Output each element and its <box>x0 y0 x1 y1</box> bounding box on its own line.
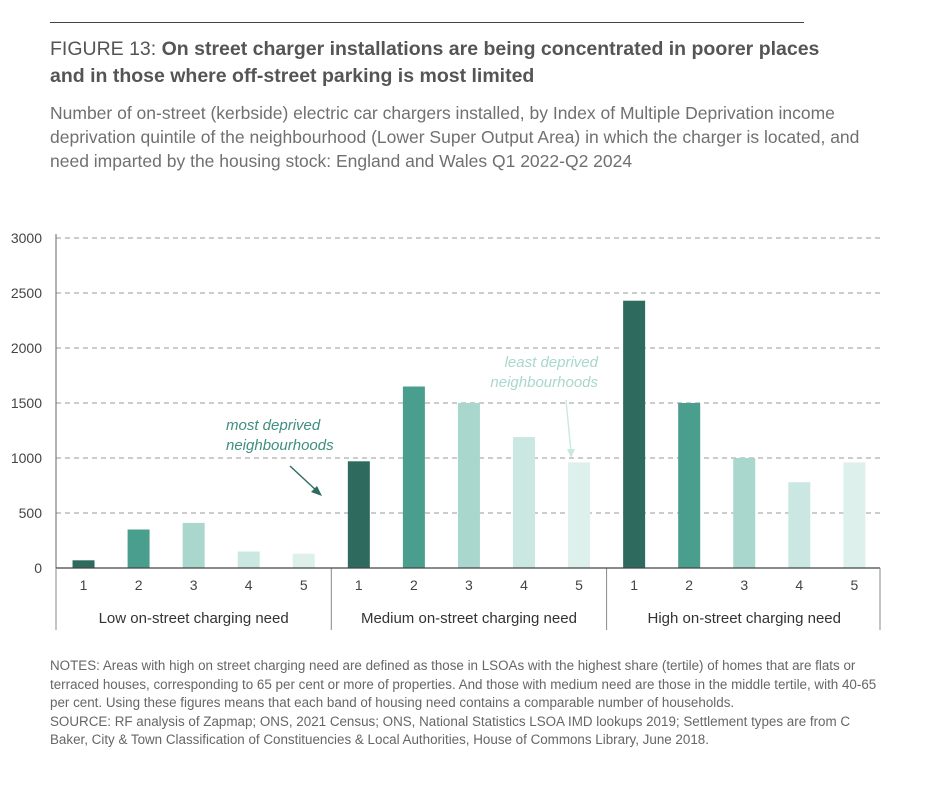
x-tick-label: 2 <box>410 577 418 593</box>
x-tick-label: 5 <box>850 577 858 593</box>
x-tick-label: 5 <box>300 577 308 593</box>
x-tick-label: 4 <box>520 577 528 593</box>
figure-title: FIGURE 13: On street charger installatio… <box>50 36 850 90</box>
bar <box>402 386 425 568</box>
y-tick-label: 3000 <box>11 230 42 246</box>
y-tick-label: 0 <box>34 560 42 576</box>
bar <box>568 462 591 568</box>
bar <box>72 560 95 568</box>
group-label: Medium on-street charging need <box>361 610 577 627</box>
group-label: High on-street charging need <box>648 610 841 627</box>
bar <box>678 403 701 568</box>
y-tick-label: 1500 <box>11 395 42 411</box>
bar <box>733 458 756 568</box>
annotation-arrowhead-most-deprived <box>311 486 322 496</box>
bar <box>513 437 536 568</box>
annotation-most-deprived-line2: neighbourhoods <box>226 437 334 454</box>
notes-text: NOTES: Areas with high on street chargin… <box>50 658 877 711</box>
bar <box>457 403 480 568</box>
x-tick-label: 5 <box>575 577 583 593</box>
x-tick-label: 3 <box>465 577 473 593</box>
annotation-arrowhead-least-deprived <box>567 449 575 458</box>
x-tick-label: 3 <box>740 577 748 593</box>
bar <box>347 461 370 568</box>
bar <box>237 551 260 568</box>
annotation-arrow-most-deprived <box>289 465 319 493</box>
x-tick-label: 4 <box>795 577 803 593</box>
figure-label: FIGURE 13: <box>50 38 162 60</box>
x-tick-label: 4 <box>245 577 253 593</box>
x-tick-label: 3 <box>190 577 198 593</box>
y-tick-label: 1000 <box>11 450 42 466</box>
source-text: SOURCE: RF analysis of Zapmap; ONS, 2021… <box>50 713 851 748</box>
annotation-most-deprived-line1: most deprived <box>226 417 321 434</box>
figure-title-text: On street charger installations are bein… <box>50 38 820 87</box>
x-tick-label: 1 <box>355 577 363 593</box>
top-rule <box>50 22 804 23</box>
y-tick-label: 2500 <box>11 285 42 301</box>
x-tick-label: 1 <box>80 577 88 593</box>
notes-block: NOTES: Areas with high on street chargin… <box>50 657 890 750</box>
bar <box>292 553 315 568</box>
bar <box>843 462 866 568</box>
x-tick-label: 2 <box>135 577 143 593</box>
bar <box>788 482 811 568</box>
x-tick-label: 1 <box>630 577 638 593</box>
y-tick-label: 2000 <box>11 340 42 356</box>
annotation-least-deprived-line1: least deprived <box>505 354 599 371</box>
y-tick-label: 500 <box>19 505 43 521</box>
x-tick-label: 2 <box>685 577 693 593</box>
bar <box>182 522 205 568</box>
annotation-arrow-least-deprived <box>565 399 572 453</box>
annotation-least-deprived-line2: neighbourhoods <box>490 374 598 391</box>
group-label: Low on-street charging need <box>99 610 289 627</box>
figure-subtitle: Number of on-street (kerbside) electric … <box>50 103 860 171</box>
bar <box>127 529 150 568</box>
bar <box>623 300 646 568</box>
